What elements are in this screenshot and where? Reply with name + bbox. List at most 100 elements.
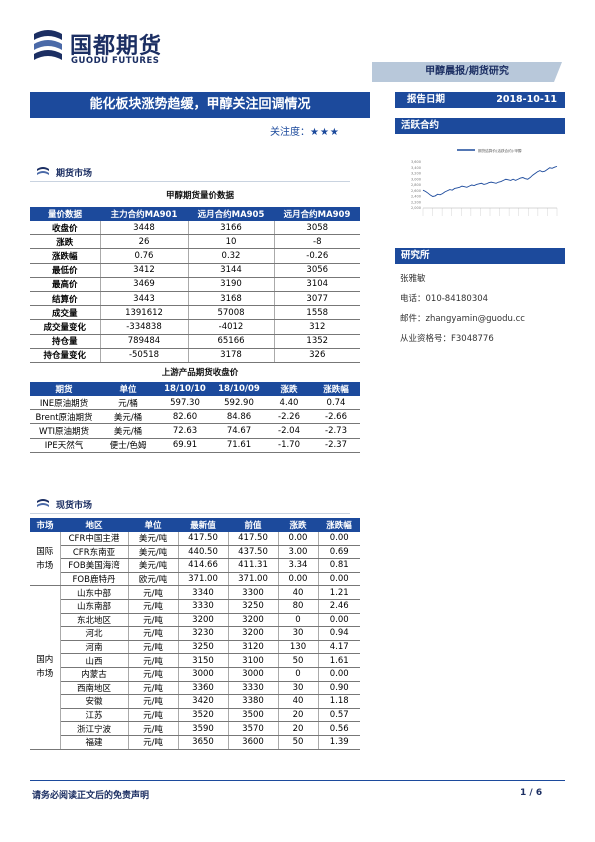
table-cell: 3300 [227, 585, 278, 600]
column-header: 最新值 [178, 518, 228, 532]
column-header: 单位 [98, 382, 158, 396]
table-cell: 0.00 [317, 572, 360, 587]
column-header: 18/10/09 [212, 382, 266, 396]
table-cell: 元/吨 [127, 708, 178, 723]
table-cell: 西南地区 [59, 681, 128, 696]
table-cell: 3420 [177, 694, 228, 709]
table-row: INE原油期货 元/桶 597.30 592.90 4.40 0.74 [30, 396, 360, 411]
section-swirl-icon [37, 499, 49, 507]
table-cell: 美元/桶 [98, 409, 158, 425]
table-cell: 3144 [187, 263, 274, 278]
research-bar: 研究所 [395, 248, 565, 264]
table-cell: 0 [277, 613, 318, 628]
table-cell: 3650 [177, 735, 228, 750]
y-tick-label: 3,400 [411, 166, 421, 170]
row-label: 涨跌 [30, 234, 100, 250]
table-cell: WTI原油期货 [30, 423, 98, 439]
y-tick-label: 2,600 [411, 189, 421, 193]
table-row: FOB鹿特丹 欧元/吨 371.00 371.00 0.00 0.00 [30, 572, 360, 587]
table-cell: 3469 [99, 277, 188, 292]
table-cell: 3000 [227, 667, 278, 682]
table-cell: 3570 [227, 721, 278, 736]
table-cell: 山东南部 [59, 599, 128, 614]
spot-section-title: 现货市场 [56, 501, 93, 511]
table-cell: 元/吨 [127, 599, 178, 614]
disclaimer-link[interactable]: 请务必阅读正文后的免责声明 [32, 791, 150, 801]
futures-table-caption: 甲醇期货量价数据 [165, 191, 234, 201]
table-cell: -1.70 [266, 438, 312, 453]
table-row: 成交量 1391612 57008 1558 [30, 305, 360, 321]
table-cell: 3190 [187, 277, 274, 292]
table-cell: 内蒙古 [59, 667, 128, 682]
guodu-logo-icon [34, 30, 62, 60]
table-cell: 元/吨 [127, 653, 178, 668]
table-cell: 1.18 [317, 694, 360, 709]
table-cell: 安徽 [59, 694, 128, 709]
table-cell: 4.40 [266, 396, 312, 411]
table-cell: 元/吨 [127, 667, 178, 682]
table-row: 山西 元/吨 3150 3100 50 1.61 [30, 653, 360, 668]
column-header: 远月合约MA909 [274, 207, 360, 221]
brand-name-en: GUODU FUTURES [71, 56, 160, 66]
table-cell: 2.46 [317, 599, 360, 614]
table-row: 持仓量变化 -50518 3178 326 [30, 348, 360, 363]
table-cell: 411.31 [227, 558, 278, 573]
table-cell: -4012 [187, 319, 274, 335]
table-cell: 50 [277, 735, 318, 750]
table-cell: 美元/吨 [127, 558, 178, 573]
table-cell: -8 [273, 234, 360, 250]
table-cell: 3448 [99, 221, 188, 236]
analyst-name: 张雅敏 [400, 274, 426, 284]
table-row: Brent原油期货 美元/桶 82.60 84.86 -2.26 -2.66 [30, 409, 360, 425]
table-cell: 0.56 [317, 721, 360, 736]
table-cell: 3330 [227, 681, 278, 696]
column-header: 涨跌幅 [312, 382, 360, 396]
table-cell: 82.60 [158, 409, 212, 425]
table-cell: 26 [99, 234, 188, 250]
futures-price-table: 量价数据 主力合约MA901 远月合约MA905 远月合约MA909 收盘价 34… [30, 207, 360, 363]
table-row: IPE天然气 便士/色姆 69.91 71.61 -1.70 -2.37 [30, 438, 360, 453]
row-label: 持仓量变化 [30, 348, 100, 363]
table-cell: 1352 [273, 334, 360, 349]
table-cell: -2.37 [312, 438, 360, 453]
table-cell: 326 [273, 348, 360, 363]
table-row: 内蒙古 元/吨 3000 3000 0 0.00 [30, 667, 360, 682]
table-cell: 3330 [177, 599, 228, 614]
table-cell: 71.61 [212, 438, 266, 453]
table-cell: 80 [277, 599, 318, 614]
table-cell: 3077 [273, 291, 360, 307]
row-label: 持仓量 [30, 334, 100, 349]
market-group-label: 国内市场 [30, 585, 61, 750]
table-cell: 元/吨 [127, 735, 178, 750]
table-cell: 3104 [273, 277, 360, 292]
table-cell: 3166 [187, 221, 274, 236]
column-header: 涨跌 [266, 382, 312, 396]
table-row: 福建 元/吨 3650 3600 50 1.39 [30, 735, 360, 750]
table-row: 持仓量 789484 65166 1352 [30, 334, 360, 349]
column-header: 单位 [128, 518, 178, 532]
table-cell: 0.76 [99, 248, 188, 264]
table-cell: 72.63 [158, 423, 212, 439]
column-header: 市场 [30, 518, 60, 532]
attention-label: 关注度： [270, 127, 310, 138]
table-row: 山东南部 元/吨 3330 3250 80 2.46 [30, 599, 360, 614]
table-cell: 40 [277, 694, 318, 709]
table-row: WTI原油期货 美元/桶 72.63 74.67 -2.04 -2.73 [30, 423, 360, 439]
table-cell: 江苏 [59, 708, 128, 723]
table-cell: 0.00 [317, 613, 360, 628]
table-cell: 312 [273, 319, 360, 335]
table-cell: 元/吨 [127, 640, 178, 655]
table-cell: 元/吨 [127, 694, 178, 709]
column-header: 远月合约MA905 [188, 207, 274, 221]
table-cell: 20 [277, 708, 318, 723]
table-row: 西南地区 元/吨 3360 3330 30 0.90 [30, 681, 360, 696]
table-cell: 3120 [227, 640, 278, 655]
table-header-row: 市场 地区 单位 最新值 前值 涨跌 涨跌幅 [30, 518, 360, 532]
table-cell: FOB美国海湾 [59, 558, 128, 573]
table-cell: -2.66 [312, 409, 360, 425]
table-cell: 0.00 [277, 572, 318, 587]
research-header: 研究所 [401, 250, 430, 261]
analyst-email[interactable]: 邮件：zhangyamin@guodu.cc [400, 314, 525, 324]
table-row: 浙江宁波 元/吨 3590 3570 20 0.56 [30, 721, 360, 736]
row-label: 最高价 [30, 277, 100, 292]
